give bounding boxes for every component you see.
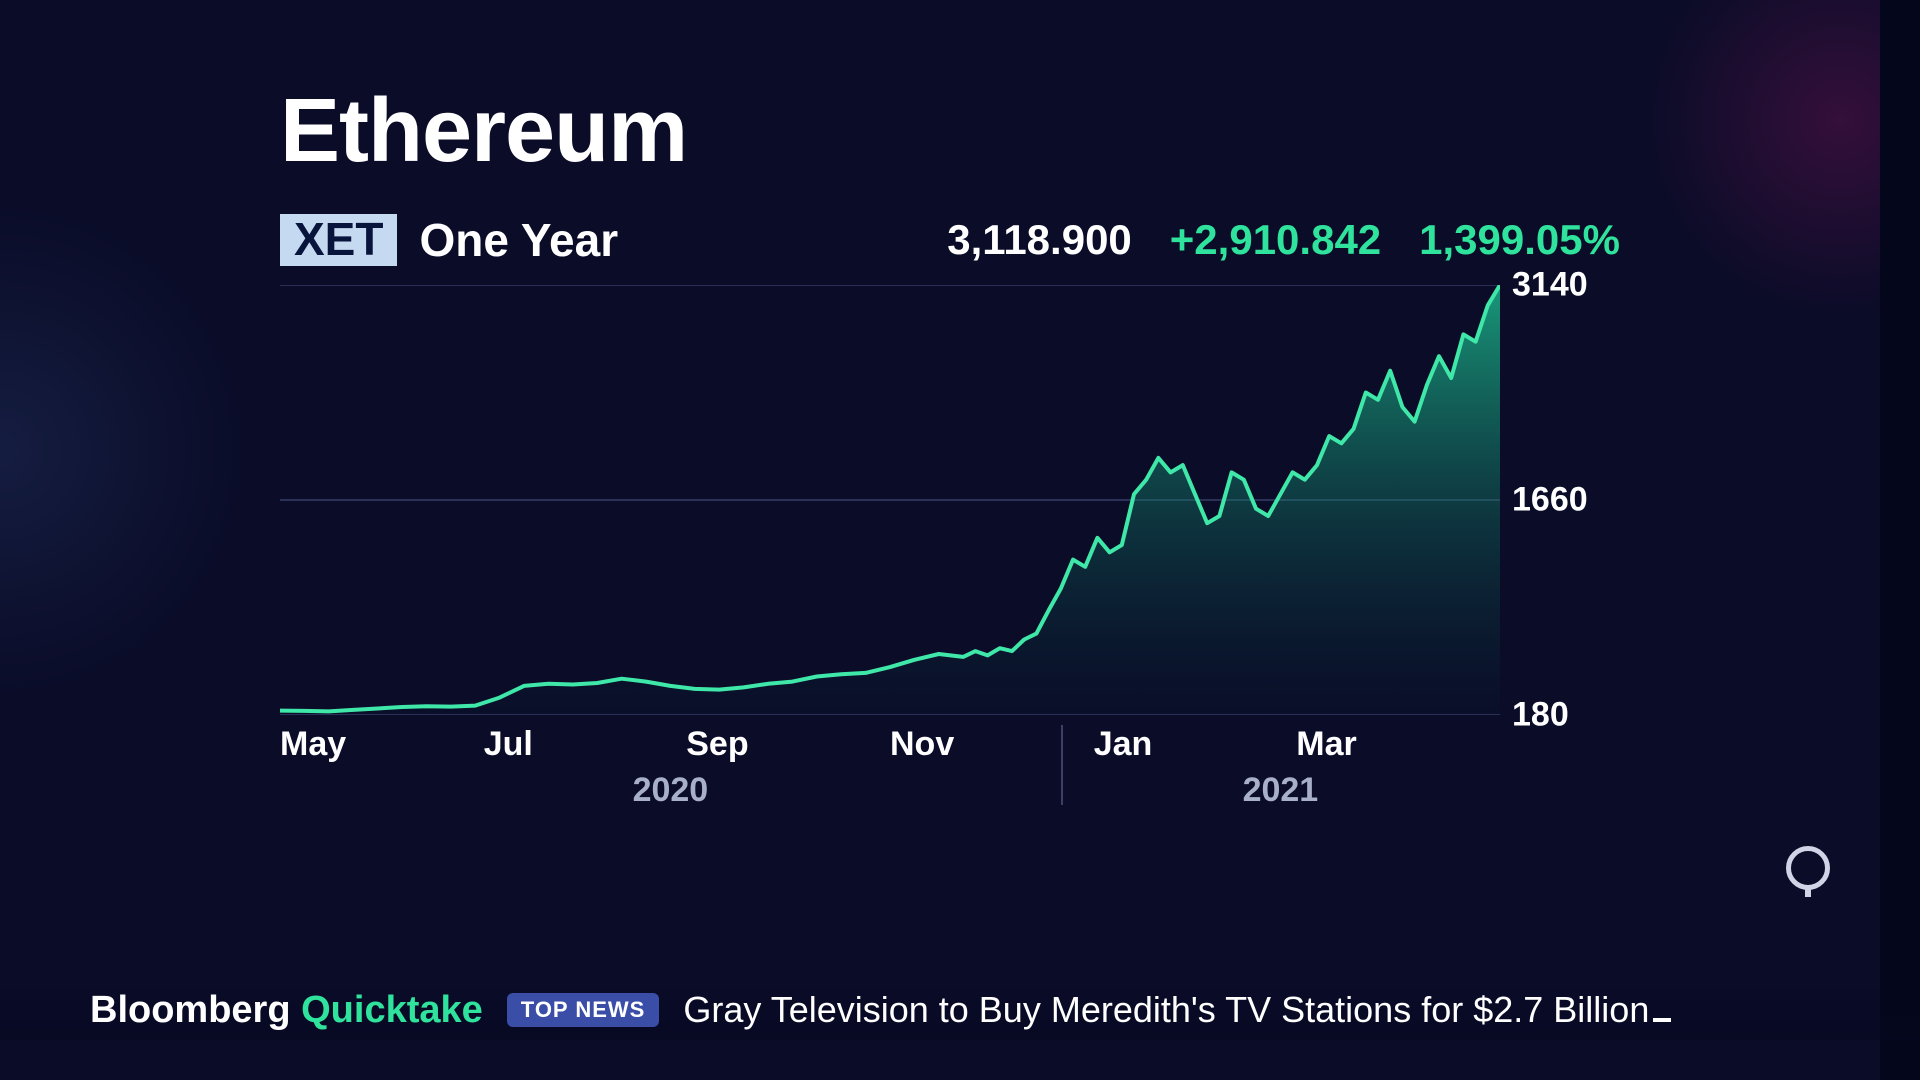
x-tick-label: May [280,725,346,764]
area-chart-svg [280,285,1500,715]
current-price: 3,118.900 [947,216,1132,264]
year-label: 2021 [1243,771,1319,810]
y-tick-label: 180 [1512,696,1569,735]
brand-part-2: Quicktake [301,989,483,1031]
ticker-badge: XET [280,214,397,266]
y-tick-label: 3140 [1512,266,1588,305]
price-stats: 3,118.900 +2,910.842 1,399.05% [947,216,1620,264]
brand-part-1: Bloomberg [90,989,291,1031]
plot-area: 31401660180 [280,285,1620,715]
year-separator [1061,725,1063,805]
timeframe-label: One Year [419,213,618,267]
top-news-badge: TOP NEWS [507,993,660,1027]
x-tick-label: Sep [686,725,748,764]
price-change-pct: 1,399.05% [1419,216,1620,264]
year-label: 2020 [633,771,709,810]
news-headline-text: Gray Television to Buy Meredith's TV Sta… [683,989,1649,1030]
news-ticker-bar: Bloomberg Quicktake TOP NEWS Gray Televi… [0,980,1920,1040]
price-change: +2,910.842 [1170,216,1381,264]
brand-label: Bloomberg Quicktake [90,989,483,1032]
chart-title: Ethereum [280,80,1620,183]
chart-subheader: XET One Year 3,118.900 +2,910.842 1,399.… [280,213,1620,267]
cursor-icon [1653,1018,1671,1022]
x-tick-label: Jan [1094,725,1153,764]
news-headline: Gray Television to Buy Meredith's TV Sta… [683,989,1671,1031]
x-axis: May Jul Sep Nov Jan Mar 2020 2021 [280,725,1500,815]
x-tick-label: Nov [890,725,954,764]
x-tick-label: Mar [1296,725,1356,764]
chart-panel: Ethereum XET One Year 3,118.900 +2,910.8… [280,80,1620,815]
y-tick-label: 1660 [1512,481,1588,520]
x-tick-label: Jul [484,725,533,764]
quicktake-logo-icon [1786,846,1830,890]
